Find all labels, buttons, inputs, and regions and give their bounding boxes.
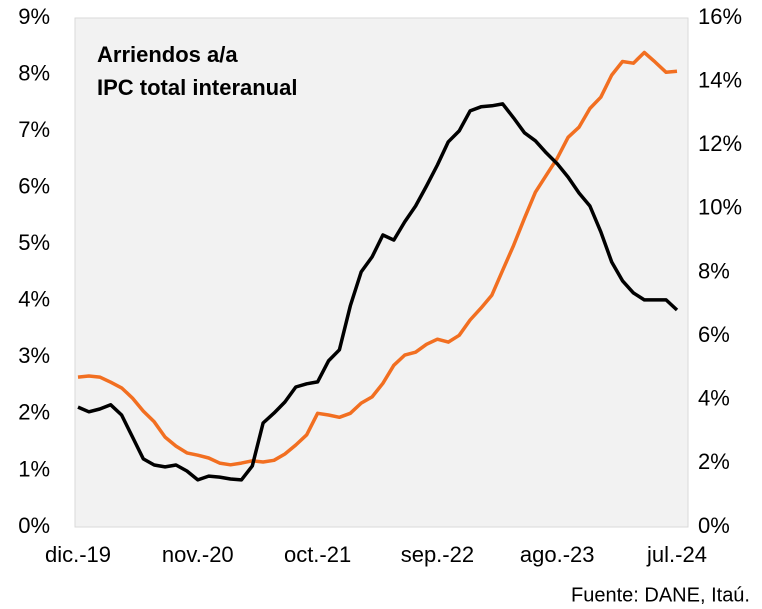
y2-tick-label: 10% bbox=[698, 195, 742, 220]
plot-area bbox=[74, 17, 689, 528]
source: Fuente: DANE, Itaú. bbox=[571, 584, 750, 606]
y-tick-label: 4% bbox=[18, 287, 50, 312]
y-tick-label: 5% bbox=[18, 230, 50, 255]
series-line bbox=[77, 102, 679, 482]
y-tick-label: 3% bbox=[18, 343, 50, 368]
y2-tick-label: 0% bbox=[698, 513, 730, 538]
y-tick-label: 2% bbox=[18, 400, 50, 425]
legend-label: Arriendos a/a bbox=[97, 42, 238, 67]
x-tick-label: dic.-19 bbox=[45, 542, 111, 567]
y2-tick-label: 4% bbox=[698, 386, 730, 411]
x-tick-label: nov.-20 bbox=[162, 542, 234, 567]
series-line bbox=[77, 50, 678, 467]
y-tick-label: 8% bbox=[18, 60, 50, 85]
y2-tick-label: 12% bbox=[698, 131, 742, 156]
x-tick-label: jul.-24 bbox=[646, 542, 707, 567]
x-tick-label: ago.-23 bbox=[520, 542, 595, 567]
y2-tick-label: 8% bbox=[698, 258, 730, 283]
y2-tick-label: 14% bbox=[698, 67, 742, 92]
y-tick-label: 1% bbox=[18, 456, 50, 481]
y2-tick-label: 16% bbox=[698, 4, 742, 29]
y-tick-label: 9% bbox=[18, 4, 50, 29]
y-tick-label: 6% bbox=[18, 173, 50, 198]
y-tick-label: 7% bbox=[18, 117, 50, 142]
y2-tick-label: 6% bbox=[698, 322, 730, 347]
legend-label: IPC total interanual bbox=[97, 75, 297, 100]
y2-tick-label: 2% bbox=[698, 449, 730, 474]
x-tick-label: oct.-21 bbox=[284, 542, 351, 567]
x-tick-label: sep.-22 bbox=[401, 542, 474, 567]
y-tick-label: 0% bbox=[18, 513, 50, 538]
